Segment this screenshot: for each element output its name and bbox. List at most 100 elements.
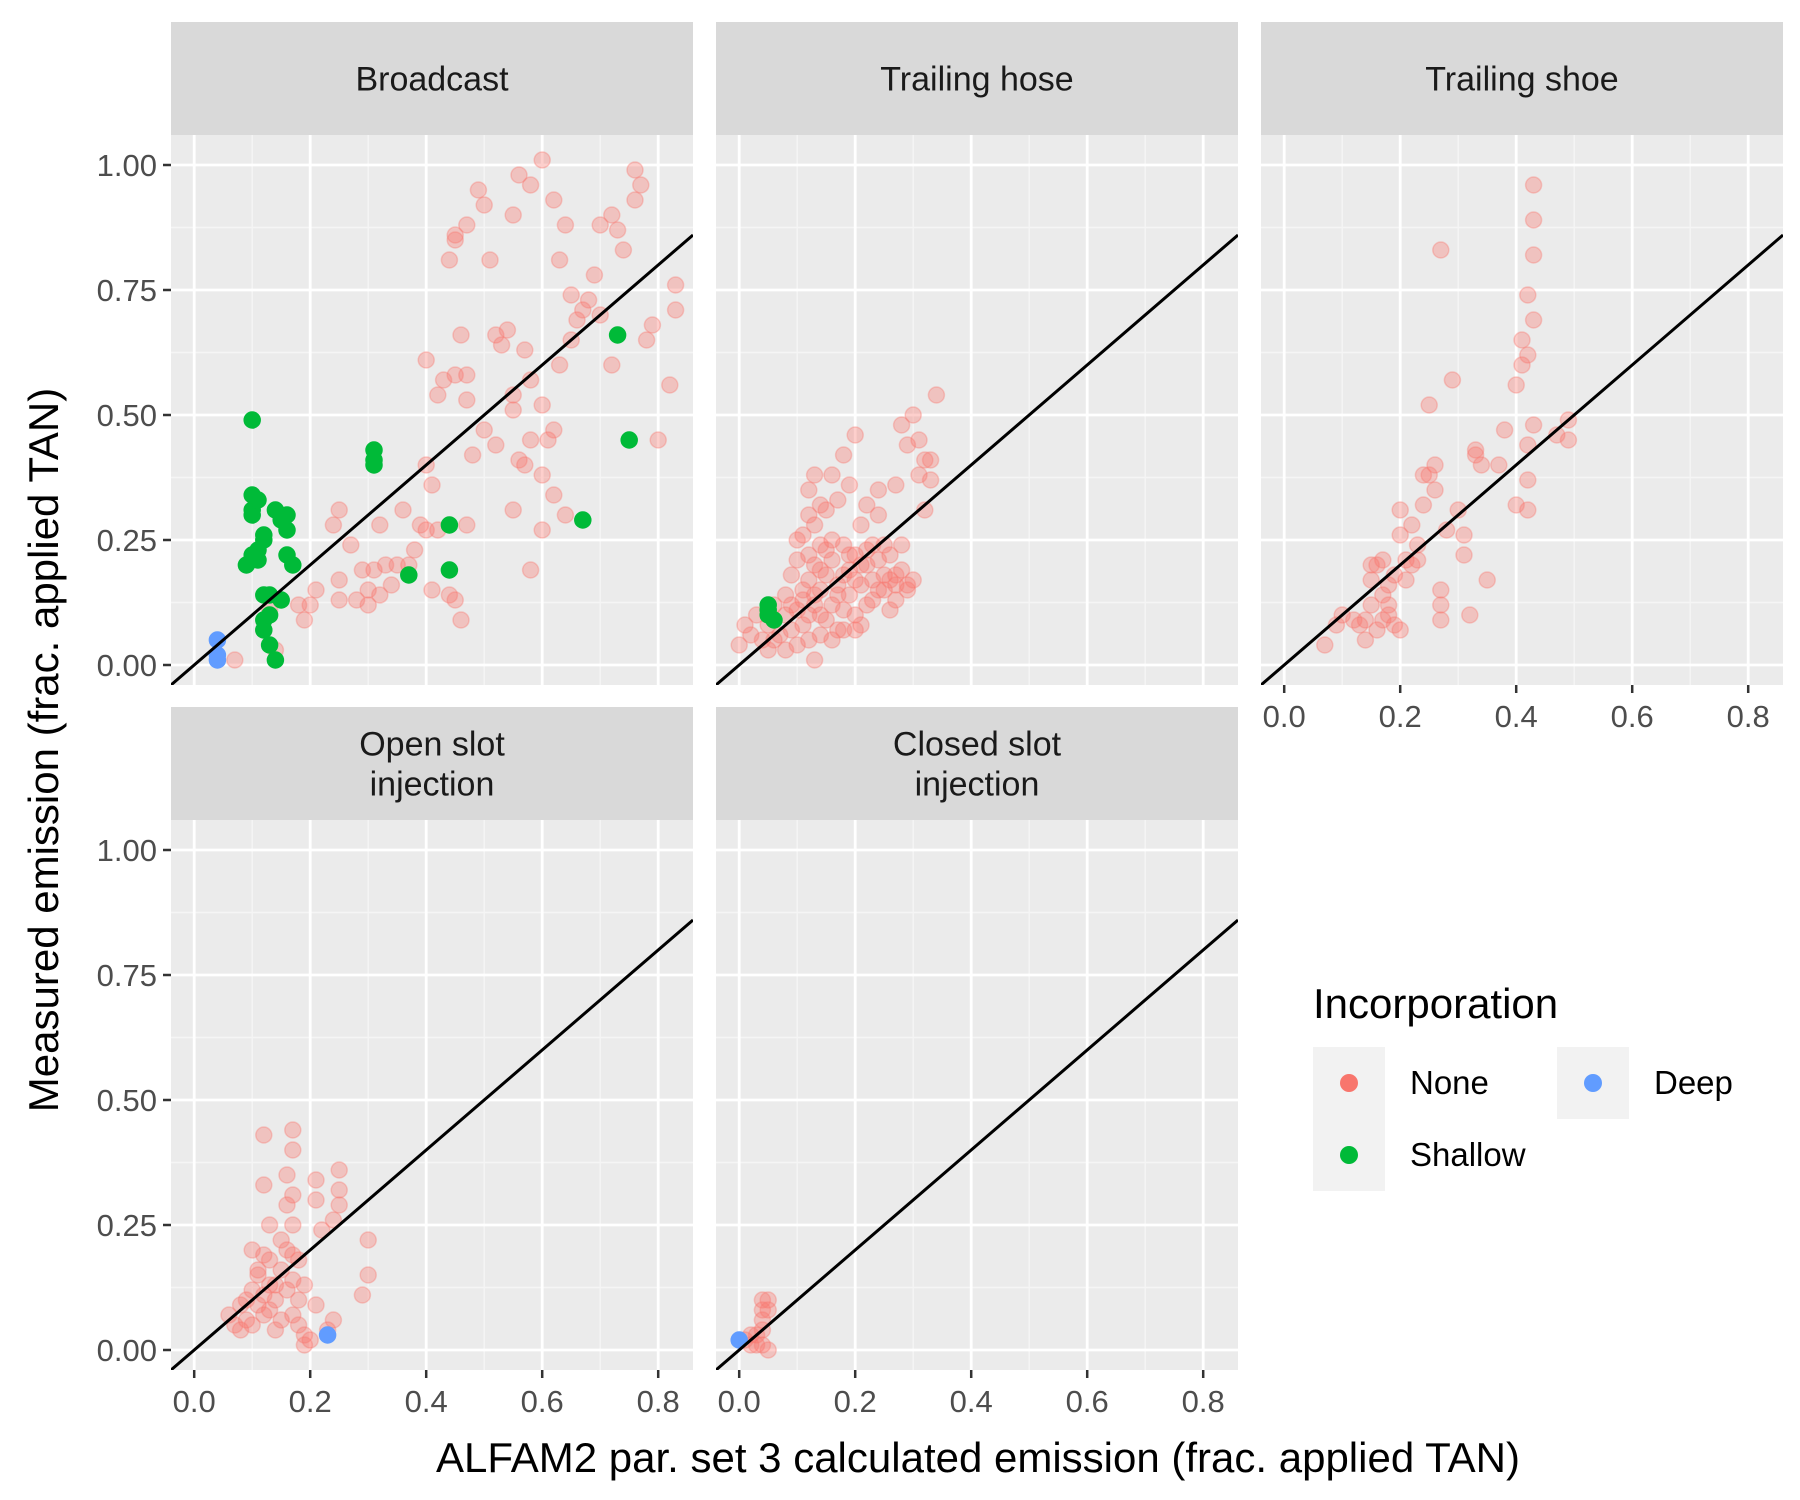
data-point (881, 571, 899, 589)
data-point (498, 321, 517, 339)
data-point (887, 576, 905, 594)
x-tick-label: 0.0 (718, 1384, 761, 1419)
legend-label: Shallow (1410, 1136, 1526, 1173)
facet-strip (716, 707, 1238, 820)
data-point (382, 576, 401, 594)
facet-strip (716, 22, 1238, 135)
x-tick-label: 0.8 (1727, 699, 1770, 734)
data-point (330, 501, 348, 519)
x-axis-title: ALFAM2 par. set 3 calculated emission (f… (436, 1434, 1520, 1481)
data-point (1524, 211, 1543, 229)
data-point (481, 251, 499, 269)
data-point (898, 581, 917, 599)
data-point (591, 216, 609, 234)
data-point (324, 1311, 343, 1329)
data-point (1316, 636, 1334, 654)
data-point (278, 1281, 296, 1299)
data-point (376, 556, 395, 574)
reference-line (716, 918, 1238, 1370)
data-point (359, 581, 377, 599)
data-point (301, 596, 319, 614)
data-point (272, 1311, 290, 1329)
data-point (458, 516, 476, 534)
data-point (574, 301, 592, 319)
data-point (266, 1321, 285, 1339)
data-point (1362, 571, 1380, 589)
data-point (284, 556, 302, 574)
data-point (237, 1311, 256, 1329)
data-point (782, 621, 801, 639)
y-tick-label: 0.25 (97, 1208, 157, 1243)
data-point (1350, 616, 1369, 634)
data-point (858, 496, 876, 514)
legend-label: Deep (1654, 1064, 1733, 1101)
data-point (910, 466, 928, 484)
legend-swatch (1340, 1146, 1358, 1164)
data-point (1374, 551, 1392, 569)
data-point (1420, 466, 1438, 484)
data-point (545, 486, 563, 504)
data-point (434, 371, 453, 389)
data-point (243, 1316, 261, 1334)
data-point (753, 1301, 772, 1319)
data-point (800, 631, 818, 649)
data-point (869, 581, 888, 599)
data-point (405, 541, 424, 559)
data-point (255, 1246, 273, 1264)
y-tick-label: 0.00 (97, 1333, 157, 1368)
data-point (458, 366, 476, 384)
data-point (307, 1296, 325, 1314)
data-point (365, 561, 383, 579)
data-point (1443, 371, 1462, 389)
data-point (643, 316, 662, 334)
y-tick-label: 0.50 (97, 398, 157, 433)
data-point (243, 506, 261, 524)
data-point (452, 611, 470, 629)
data-point (487, 436, 505, 454)
data-point (260, 1301, 279, 1319)
data-point (776, 641, 795, 659)
data-point (765, 611, 783, 629)
data-point (1391, 621, 1409, 639)
facet-panel: Broadcast 0.00 0.25 0.50 0.75 1.00 (97, 22, 693, 685)
data-point (1524, 416, 1543, 434)
data-point (278, 1196, 296, 1214)
data-point (904, 571, 922, 589)
data-point (846, 546, 864, 564)
data-point (446, 231, 464, 249)
data-point (243, 1281, 261, 1299)
panel-plot-area (1261, 135, 1783, 685)
data-point (869, 551, 888, 569)
data-point (858, 556, 876, 574)
data-point (730, 636, 748, 654)
data-point (776, 586, 795, 604)
data-point (834, 536, 853, 554)
data-point (829, 491, 847, 509)
data-point (278, 1241, 296, 1259)
data-point (1403, 516, 1421, 534)
data-point (440, 251, 459, 269)
data-point (788, 531, 806, 549)
data-point (284, 1271, 302, 1289)
data-point (1432, 581, 1450, 599)
data-point (916, 451, 934, 469)
data-point (440, 516, 459, 534)
data-point (307, 1171, 325, 1189)
data-point (446, 366, 464, 384)
legend-label: None (1410, 1064, 1489, 1101)
data-point (255, 1126, 273, 1144)
data-point (759, 641, 777, 659)
x-tick-label: 0.0 (1263, 699, 1306, 734)
data-point (539, 431, 557, 449)
legend: Incorporation None Deep Shallow (1313, 980, 1733, 1191)
data-point (805, 651, 824, 669)
data-point (284, 1121, 302, 1139)
data-point (1519, 436, 1537, 454)
data-point (846, 606, 864, 624)
data-point (1524, 246, 1543, 264)
data-point (794, 581, 812, 599)
panel-plot-area (716, 820, 1238, 1370)
data-point (1368, 556, 1386, 574)
data-point (742, 626, 760, 644)
